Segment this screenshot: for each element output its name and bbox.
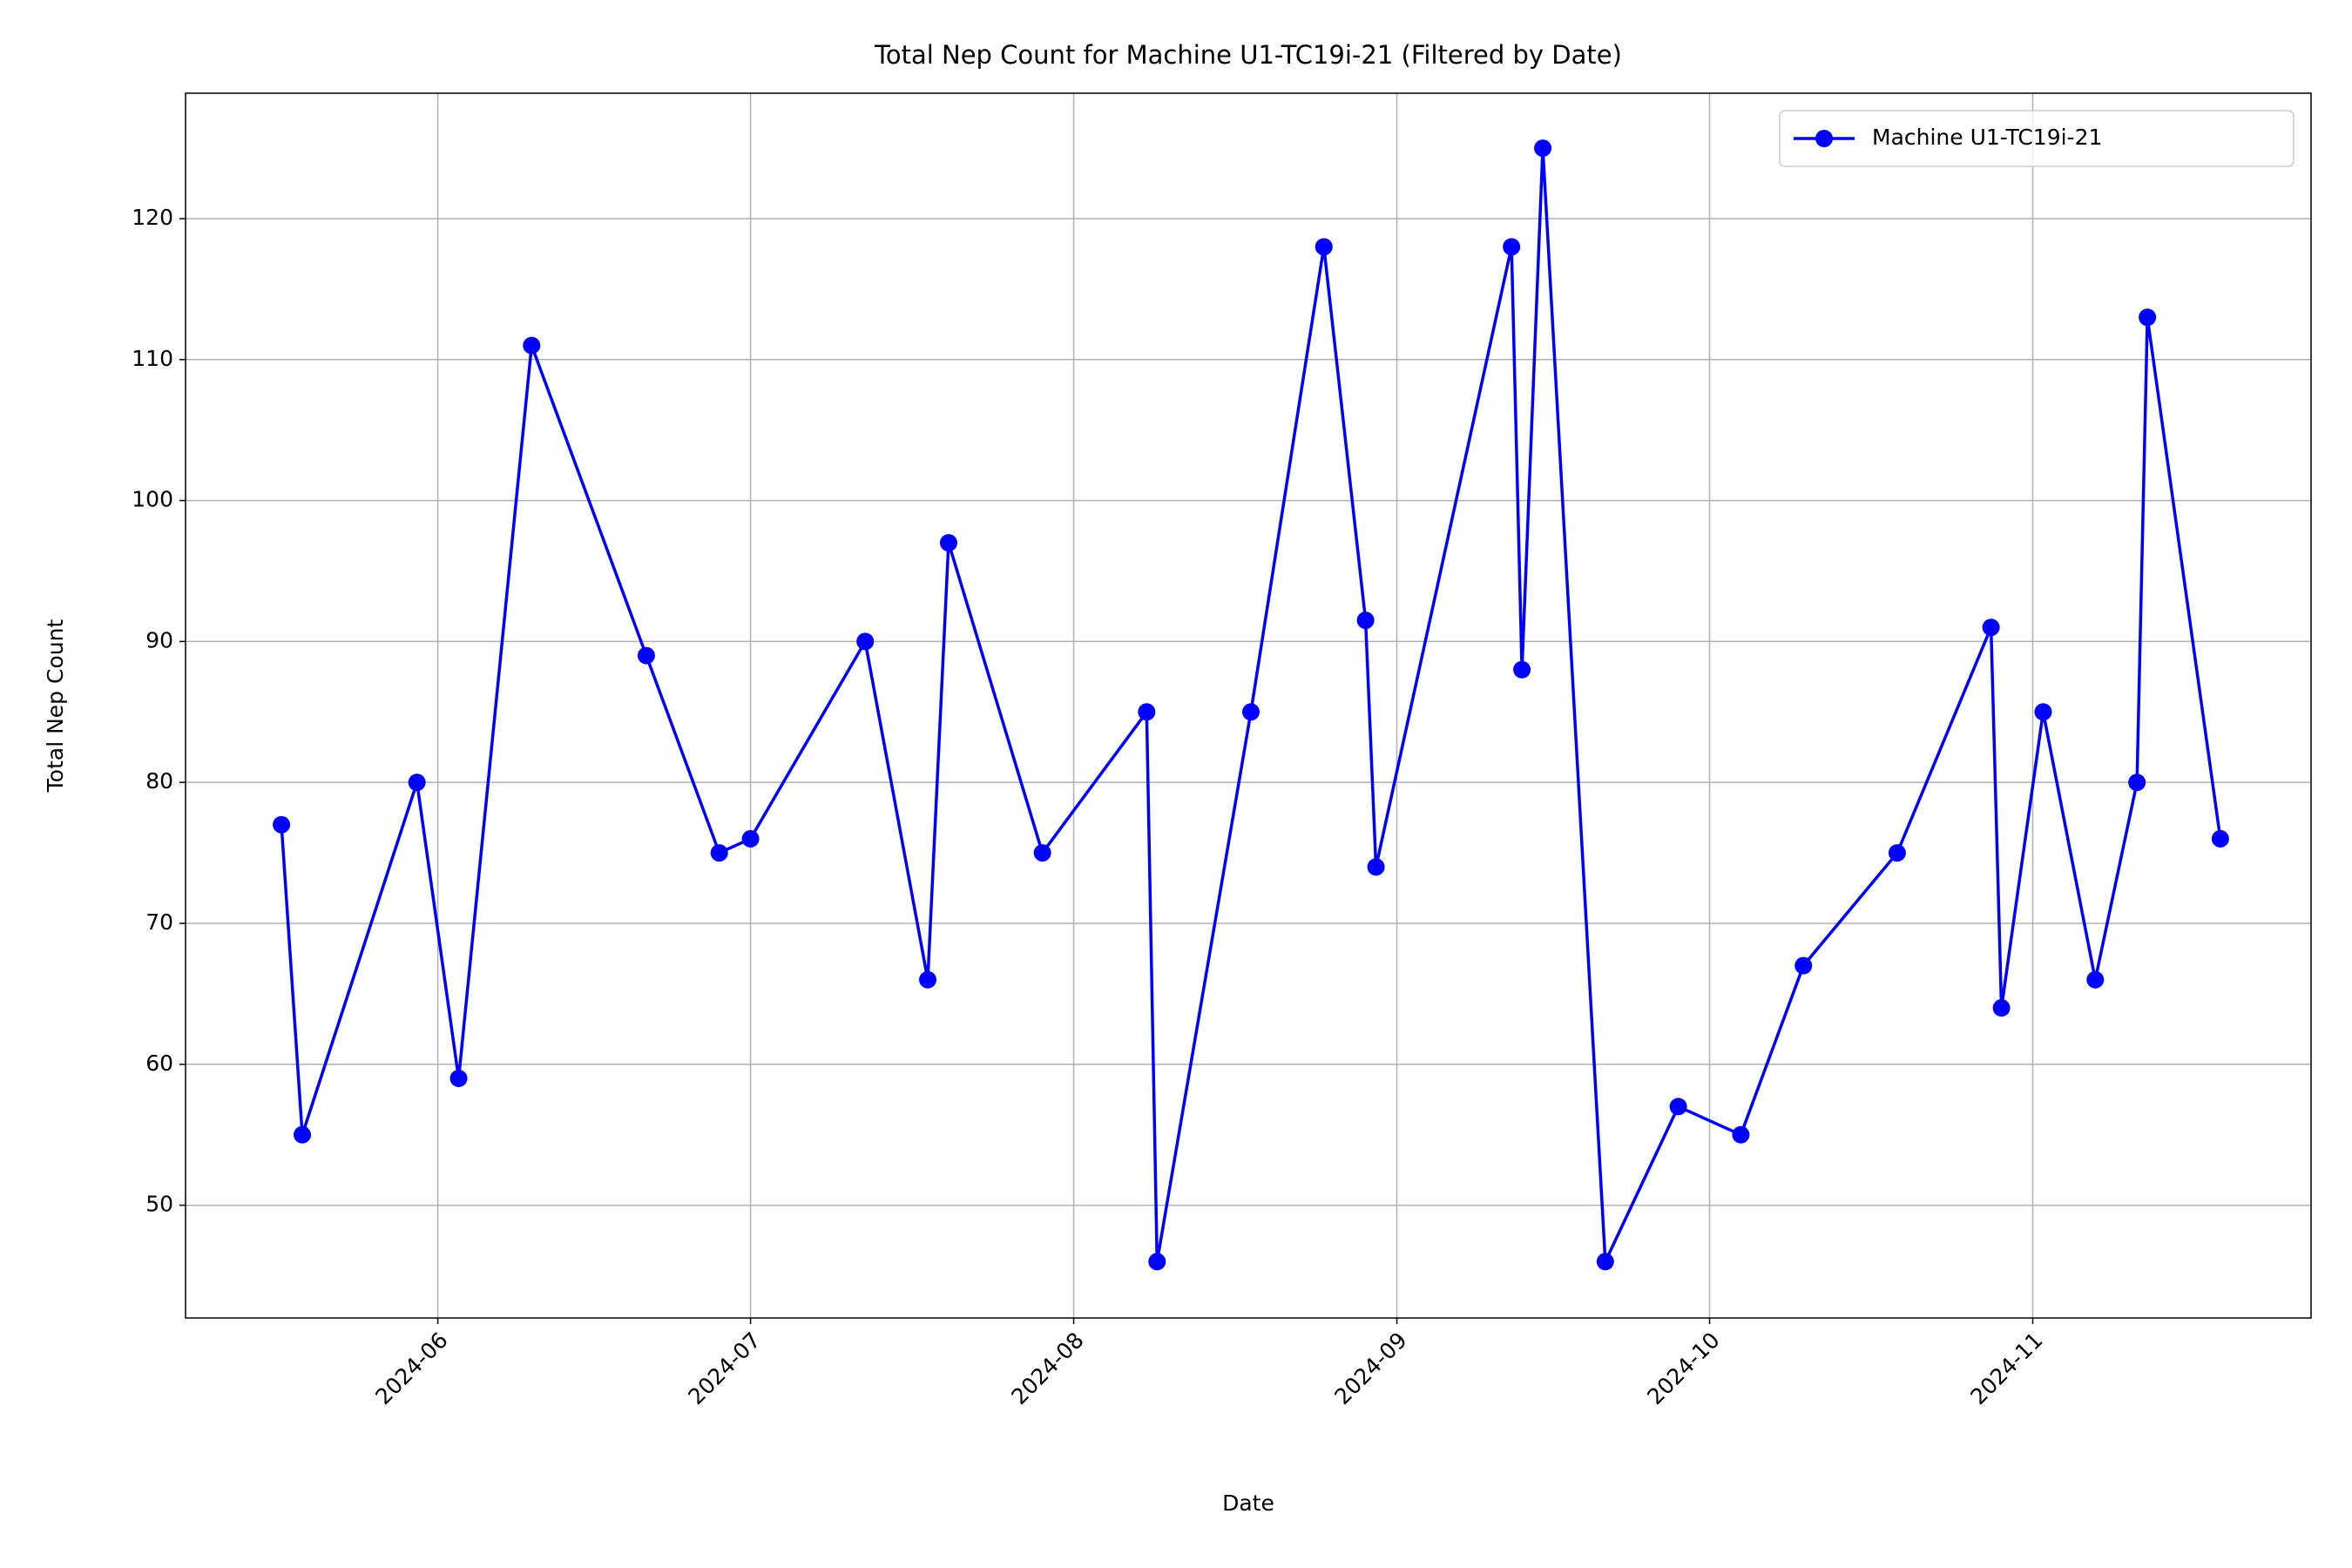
data-point bbox=[1982, 618, 2000, 637]
data-point bbox=[273, 815, 291, 834]
chart-title: Total Nep Count for Machine U1-TC19i-21 … bbox=[874, 40, 1622, 70]
data-point bbox=[1315, 238, 1333, 256]
y-tick-label: 80 bbox=[145, 768, 173, 794]
y-tick-label: 100 bbox=[132, 487, 173, 512]
plot-frame bbox=[185, 92, 2312, 1319]
y-tick-label: 50 bbox=[145, 1192, 173, 1217]
data-point bbox=[2034, 703, 2052, 721]
y-tick-label: 90 bbox=[145, 627, 173, 652]
data-point bbox=[2211, 829, 2229, 848]
data-point bbox=[1033, 844, 1051, 862]
data-point bbox=[1503, 238, 1521, 256]
data-point bbox=[1356, 612, 1375, 630]
data-point bbox=[2139, 308, 2157, 327]
x-tick-label: 2024-08 bbox=[1006, 1328, 1088, 1409]
data-point bbox=[1513, 660, 1531, 679]
data-point bbox=[1888, 844, 1906, 862]
y-tick-label: 60 bbox=[145, 1051, 173, 1076]
data-point bbox=[408, 774, 426, 792]
x-tick-label: 2024-10 bbox=[1642, 1328, 1724, 1409]
x-tick-label: 2024-06 bbox=[370, 1328, 452, 1409]
data-point bbox=[1794, 956, 1813, 975]
data-point bbox=[294, 1125, 312, 1144]
legend-box bbox=[1779, 110, 2295, 167]
data-point bbox=[2128, 774, 2146, 792]
data-point bbox=[449, 1069, 468, 1087]
data-point bbox=[1534, 139, 1552, 158]
data-point bbox=[856, 632, 875, 651]
data-point bbox=[1669, 1098, 1687, 1116]
legend-label: Machine U1-TC19i-21 bbox=[1872, 125, 2102, 150]
data-point bbox=[1367, 858, 1385, 876]
data-point bbox=[1732, 1125, 1750, 1144]
y-tick-label: 110 bbox=[132, 346, 173, 371]
x-tick-label: 2024-11 bbox=[1965, 1328, 2047, 1409]
data-point bbox=[1992, 999, 2011, 1017]
data-point bbox=[1596, 1253, 1614, 1271]
data-point bbox=[939, 534, 957, 552]
data-point bbox=[637, 646, 655, 665]
y-tick-label: 70 bbox=[145, 909, 173, 935]
y-tick-label: 120 bbox=[132, 205, 173, 230]
data-point bbox=[741, 829, 760, 848]
data-point bbox=[2086, 970, 2105, 989]
data-point bbox=[523, 336, 541, 355]
y-axis-label: Total Nep Count bbox=[43, 619, 68, 794]
legend-marker bbox=[1815, 130, 1833, 147]
data-point bbox=[1241, 703, 1260, 721]
x-axis-label: Date bbox=[1222, 1490, 1274, 1516]
data-point bbox=[710, 844, 728, 862]
data-point bbox=[919, 970, 937, 989]
data-point bbox=[1148, 1253, 1166, 1271]
data-point bbox=[1138, 703, 1156, 721]
x-tick-label: 2024-09 bbox=[1329, 1328, 1411, 1409]
x-tick-label: 2024-07 bbox=[683, 1328, 765, 1409]
